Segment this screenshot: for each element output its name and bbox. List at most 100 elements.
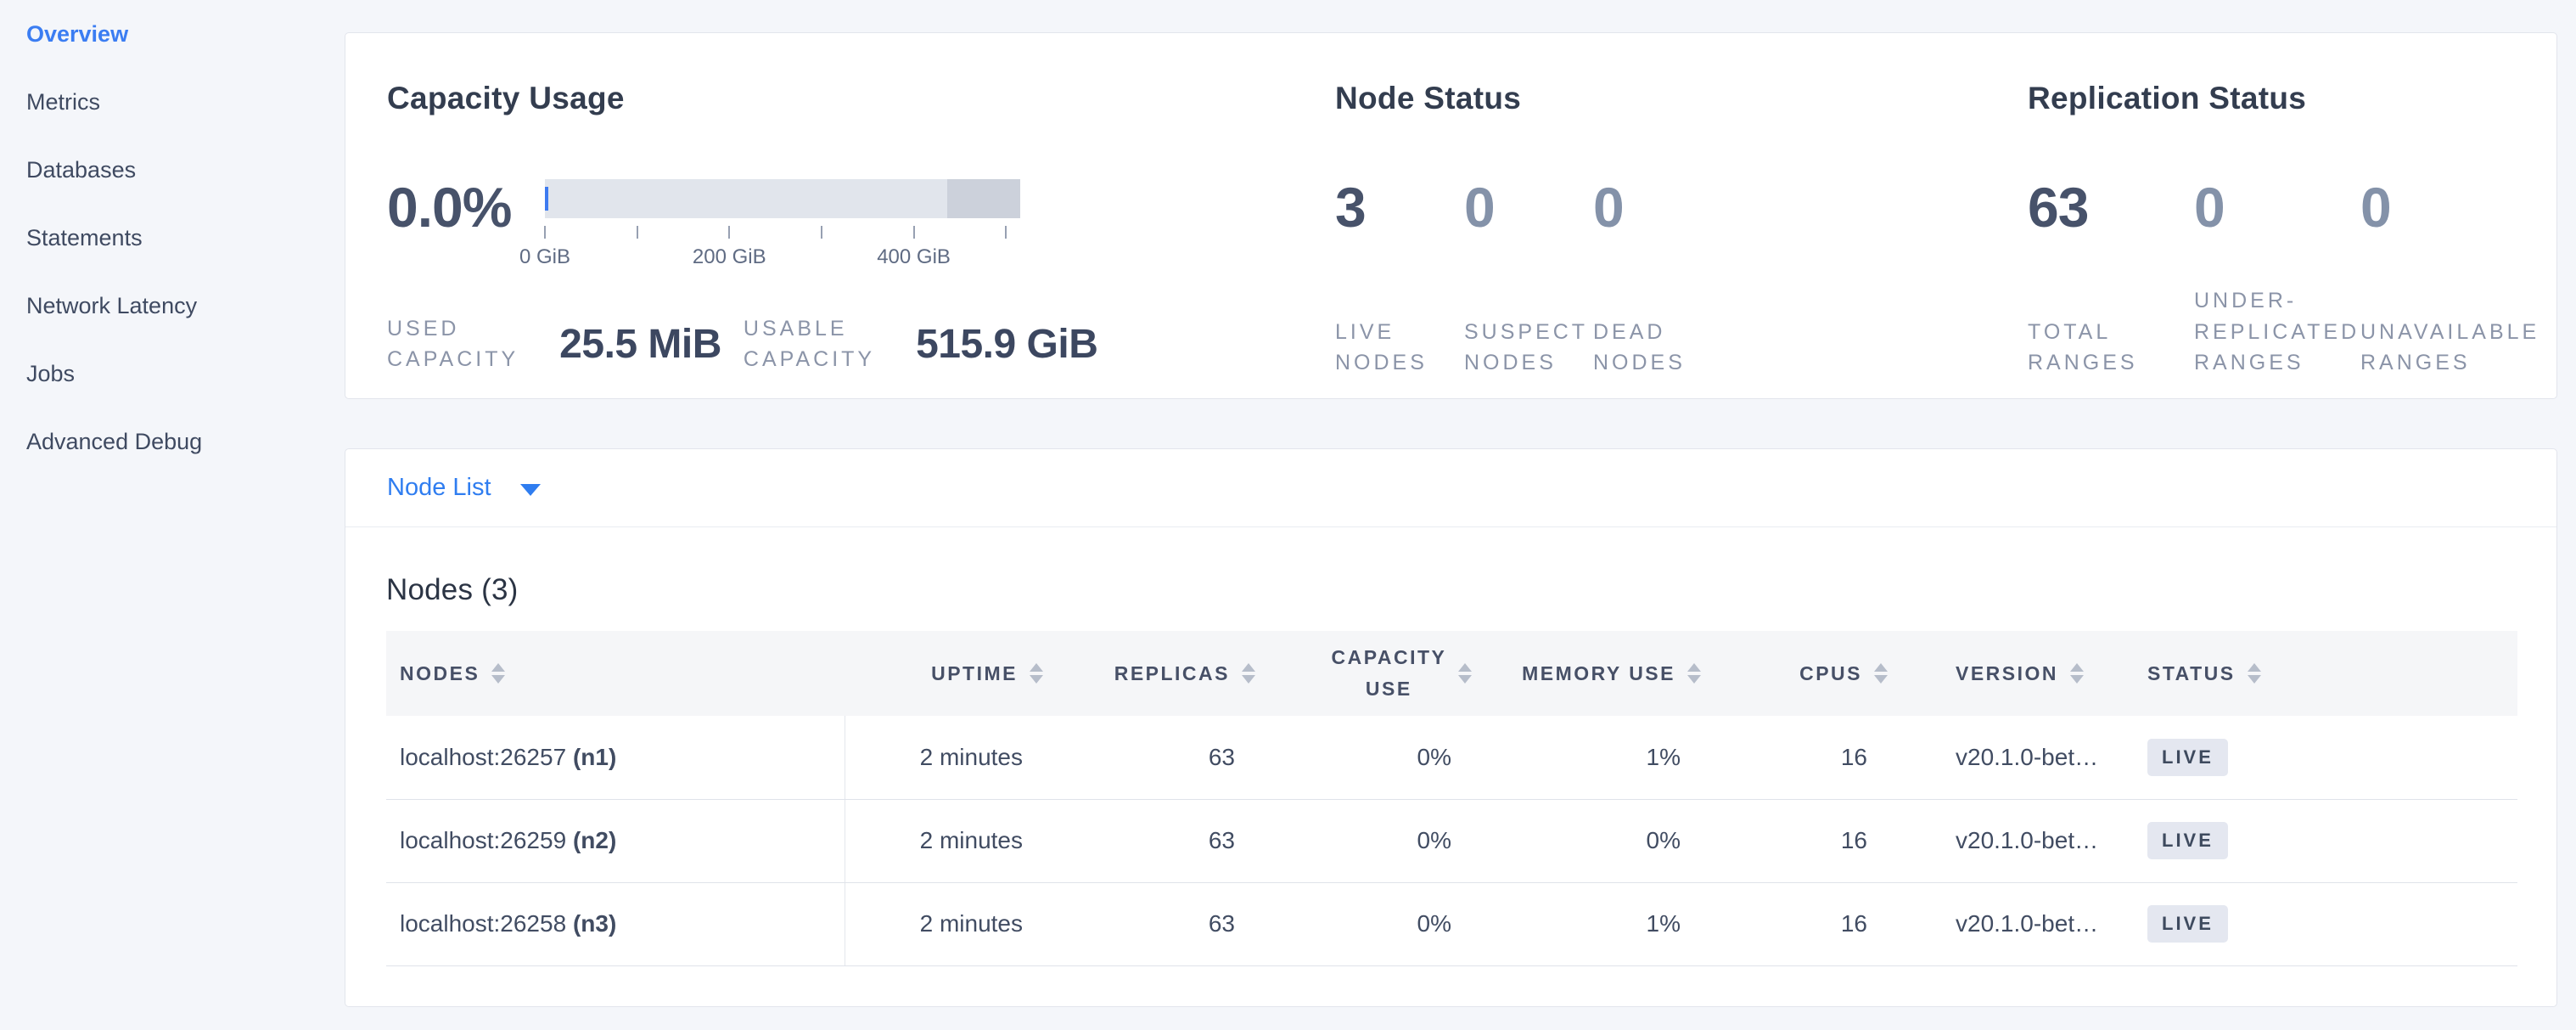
- main-content: Capacity Usage 0.0%: [345, 0, 2576, 1030]
- nodes-heading: Nodes (3): [386, 573, 519, 606]
- column-header-nodes[interactable]: NODES: [386, 631, 845, 716]
- live-nodes-value: 3: [1335, 176, 1367, 239]
- version-cell: v20.1.0-bet…: [1901, 882, 2139, 966]
- sidebar-item-network-latency[interactable]: Network Latency: [26, 292, 198, 318]
- dead-nodes-label: DEAD NODES: [1593, 319, 1686, 374]
- chevron-down-icon: [519, 483, 541, 496]
- uptime-cell: 2 minutes: [845, 716, 1057, 800]
- node-id: (n1): [572, 743, 617, 770]
- usable-capacity-value: 515.9 GiB: [916, 321, 1098, 367]
- under-replicated-ranges-label: UNDER- REPLICATED RANGES: [2194, 289, 2360, 374]
- status-badge: LIVE: [2147, 738, 2228, 776]
- usable-capacity-stat: USABLE CAPACITY 515.9 GiB: [744, 313, 1098, 375]
- nodes-table-area: Nodes (3) NODES: [345, 573, 2556, 966]
- sidebar-item-statements[interactable]: Statements: [26, 224, 143, 250]
- total-ranges-metric: 63 TOTAL RANGES: [2028, 179, 2194, 378]
- sort-icon[interactable]: [2247, 663, 2261, 684]
- node-status-section: Node Status 3 LIVE NODES 0 SUSPECT NODES…: [1335, 81, 2028, 398]
- uptime-cell: 2 minutes: [845, 882, 1057, 966]
- version-cell: v20.1.0-bet…: [1901, 716, 2139, 800]
- column-header-memory-use[interactable]: MEMORY USE: [1485, 631, 1715, 716]
- column-header-cpus[interactable]: CPUS: [1715, 631, 1901, 716]
- sidebar-item-overview[interactable]: Overview: [26, 20, 129, 47]
- replicas-cell: 63: [1057, 799, 1269, 883]
- capacity-axis-labels: 0 GiB 200 GiB 400 GiB: [519, 245, 1020, 271]
- sidebar-item-metrics[interactable]: Metrics: [26, 88, 100, 115]
- capacity-use-cell: 0%: [1269, 799, 1485, 883]
- sidebar: Overview Metrics Databases Statements Ne…: [0, 0, 345, 1030]
- status-badge: LIVE: [2147, 822, 2228, 859]
- column-header-replicas[interactable]: REPLICAS: [1057, 631, 1269, 716]
- suspect-nodes-label: SUSPECT NODES: [1464, 319, 1589, 374]
- dead-nodes-value: 0: [1593, 176, 1625, 239]
- cpus-cell: 16: [1715, 799, 1901, 883]
- sort-icon[interactable]: [491, 663, 506, 684]
- version-header-label: VERSION: [1956, 661, 2059, 684]
- axis-label-200gib: 200 GiB: [692, 245, 766, 268]
- sort-icon[interactable]: [1687, 663, 1701, 684]
- node-list-dropdown[interactable]: Node List: [387, 474, 541, 502]
- column-header-version[interactable]: VERSION: [1901, 631, 2139, 716]
- node-status-title: Node Status: [1335, 81, 1522, 115]
- version-cell: v20.1.0-bet…: [1901, 799, 2139, 883]
- capacity-gauge-row: 0.0%: [387, 179, 1335, 271]
- node-status-metrics: 3 LIVE NODES 0 SUSPECT NODES 0 DEAD NODE…: [1335, 179, 2028, 378]
- sort-icon[interactable]: [1242, 663, 1255, 684]
- node-list-dropdown-label: Node List: [387, 474, 491, 501]
- dead-nodes-metric: 0 DEAD NODES: [1593, 179, 1722, 378]
- live-nodes-metric: 3 LIVE NODES: [1335, 179, 1464, 378]
- live-nodes-label: LIVE NODES: [1335, 319, 1428, 374]
- capacity-used-marker: [545, 187, 548, 211]
- cpus-cell: 16: [1715, 882, 1901, 966]
- column-header-capacity-use[interactable]: CAPACITY USE: [1269, 631, 1485, 716]
- node-address: localhost:26257: [400, 743, 567, 770]
- capacity-percent-value: 0.0%: [387, 176, 512, 239]
- capacity-use-cell: 0%: [1269, 716, 1485, 800]
- table-row: localhost:26257 (n1) 2 minutes 63 0% 1% …: [386, 716, 2517, 800]
- node-address-cell: localhost:26258 (n3): [386, 882, 845, 966]
- status-badge: LIVE: [2147, 905, 2228, 943]
- cpus-cell: 16: [1715, 716, 1901, 800]
- node-id: (n2): [572, 827, 617, 853]
- under-replicated-ranges-value: 0: [2194, 176, 2225, 239]
- table-row: localhost:26259 (n2) 2 minutes 63 0% 0% …: [386, 799, 2517, 883]
- capacity-use-header-label: CAPACITY USE: [1331, 646, 1447, 700]
- node-address: localhost:26259: [400, 827, 567, 853]
- sort-icon[interactable]: [1458, 663, 1472, 684]
- nodes-table: NODES UPTIME: [386, 631, 2517, 966]
- used-capacity-stat: USED CAPACITY 25.5 MiB: [387, 313, 721, 375]
- column-header-status[interactable]: STATUS: [2139, 631, 2517, 716]
- capacity-usage-title: Capacity Usage: [387, 81, 625, 115]
- replication-metrics: 63 TOTAL RANGES 0 UNDER- REPLICATED RANG…: [2028, 179, 2556, 378]
- sort-icon[interactable]: [1874, 663, 1888, 684]
- capacity-axis-ticks: [544, 226, 1020, 239]
- memory-use-cell: 0%: [1485, 799, 1715, 883]
- sort-icon[interactable]: [1030, 663, 1043, 684]
- unavailable-ranges-metric: 0 UNAVAILABLE RANGES: [2360, 176, 2536, 378]
- nodes-header-label: NODES: [400, 661, 480, 684]
- sidebar-item-jobs[interactable]: Jobs: [26, 360, 76, 386]
- node-list-card: Node List Nodes (3) NODES: [345, 448, 2557, 1007]
- view-selector-row: Node List: [345, 449, 2556, 527]
- capacity-usage-section: Capacity Usage 0.0%: [387, 81, 1335, 398]
- used-capacity-label: USED CAPACITY: [387, 317, 519, 372]
- status-header-label: STATUS: [2147, 661, 2236, 684]
- node-address-cell: localhost:26259 (n2): [386, 799, 845, 883]
- capacity-bar: [545, 179, 1020, 218]
- sort-icon[interactable]: [2070, 663, 2085, 684]
- memory-use-cell: 1%: [1485, 882, 1715, 966]
- capacity-use-cell: 0%: [1269, 882, 1485, 966]
- status-cell: LIVE: [2139, 799, 2517, 883]
- table-row: localhost:26258 (n3) 2 minutes 63 0% 1% …: [386, 882, 2517, 966]
- column-header-uptime[interactable]: UPTIME: [845, 631, 1057, 716]
- unavailable-ranges-value: 0: [2360, 176, 2392, 239]
- under-replicated-ranges-metric: 0 UNDER- REPLICATED RANGES: [2194, 179, 2360, 378]
- replication-status-title: Replication Status: [2028, 81, 2307, 115]
- status-cell: LIVE: [2139, 716, 2517, 800]
- sidebar-item-advanced-debug[interactable]: Advanced Debug: [26, 428, 203, 454]
- table-header-row: NODES UPTIME: [386, 631, 2517, 716]
- replicas-cell: 63: [1057, 882, 1269, 966]
- axis-label-0gib: 0 GiB: [519, 245, 571, 268]
- replicas-cell: 63: [1057, 716, 1269, 800]
- sidebar-item-databases[interactable]: Databases: [26, 156, 137, 183]
